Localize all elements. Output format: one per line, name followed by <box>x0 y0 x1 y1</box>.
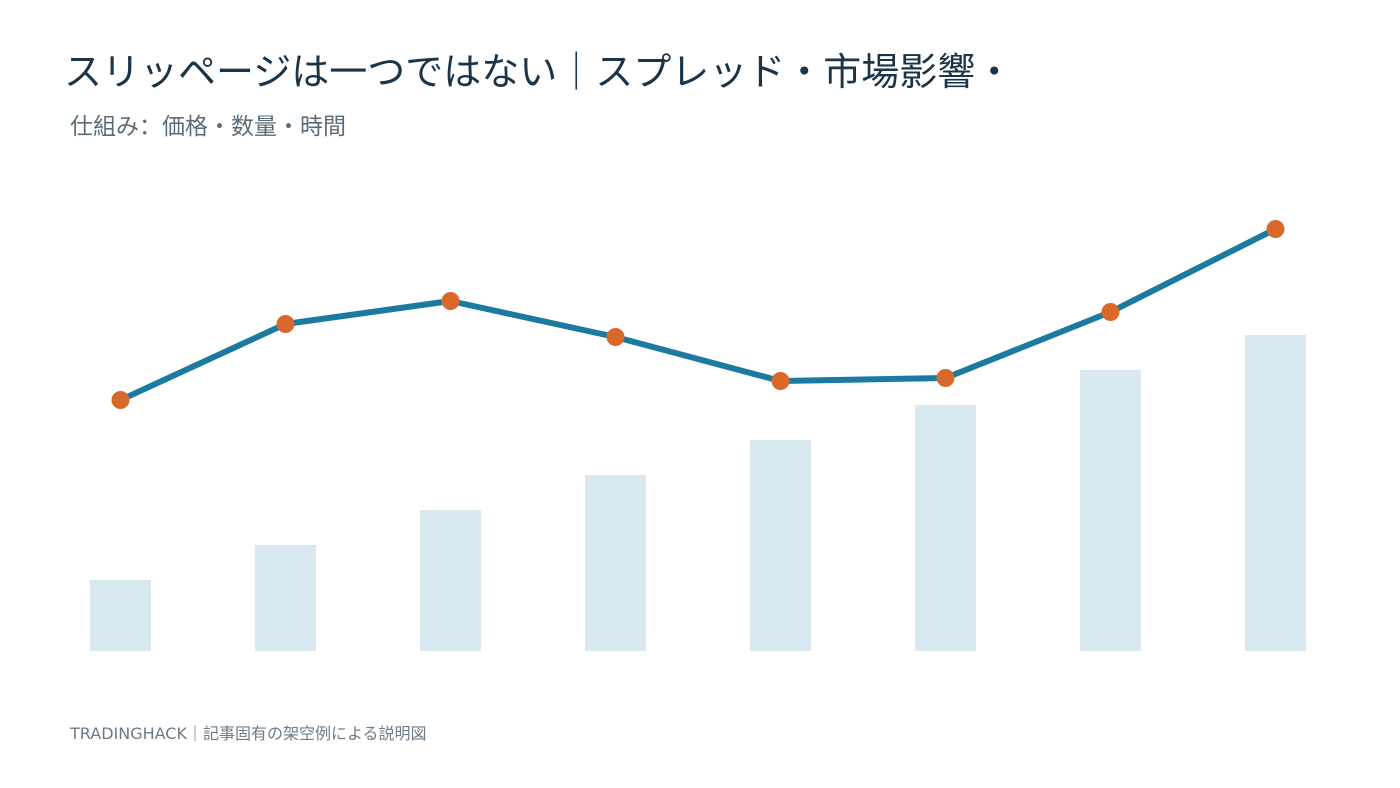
points-layer <box>111 220 1285 409</box>
series-line <box>117 226 1279 403</box>
line-point-3 <box>441 292 460 310</box>
chart-title: スリッページは一つではない｜スプレッド・市場影響・ <box>64 50 1014 94</box>
line-layer <box>117 226 1279 403</box>
bar-7 <box>1080 370 1141 651</box>
bar-5 <box>750 440 811 651</box>
line-point-5 <box>771 372 790 390</box>
bar-6 <box>915 405 976 651</box>
line-point-2 <box>276 315 295 333</box>
source-footer: TRADINGHACK｜記事固有の架空例による説明図 <box>70 724 427 743</box>
chart-subtitle: 仕組み：価格・数量・時間 <box>70 114 346 140</box>
line-point-6 <box>936 369 955 387</box>
bars-layer <box>90 335 1306 651</box>
bar-2 <box>255 545 316 651</box>
line-point-8 <box>1266 220 1285 238</box>
line-point-7 <box>1101 303 1120 321</box>
bar-8 <box>1245 335 1306 651</box>
bar-3 <box>420 510 481 651</box>
line-point-4 <box>606 328 625 346</box>
bar-1 <box>90 580 151 651</box>
bar-4 <box>585 475 646 651</box>
line-point-1 <box>111 391 130 409</box>
